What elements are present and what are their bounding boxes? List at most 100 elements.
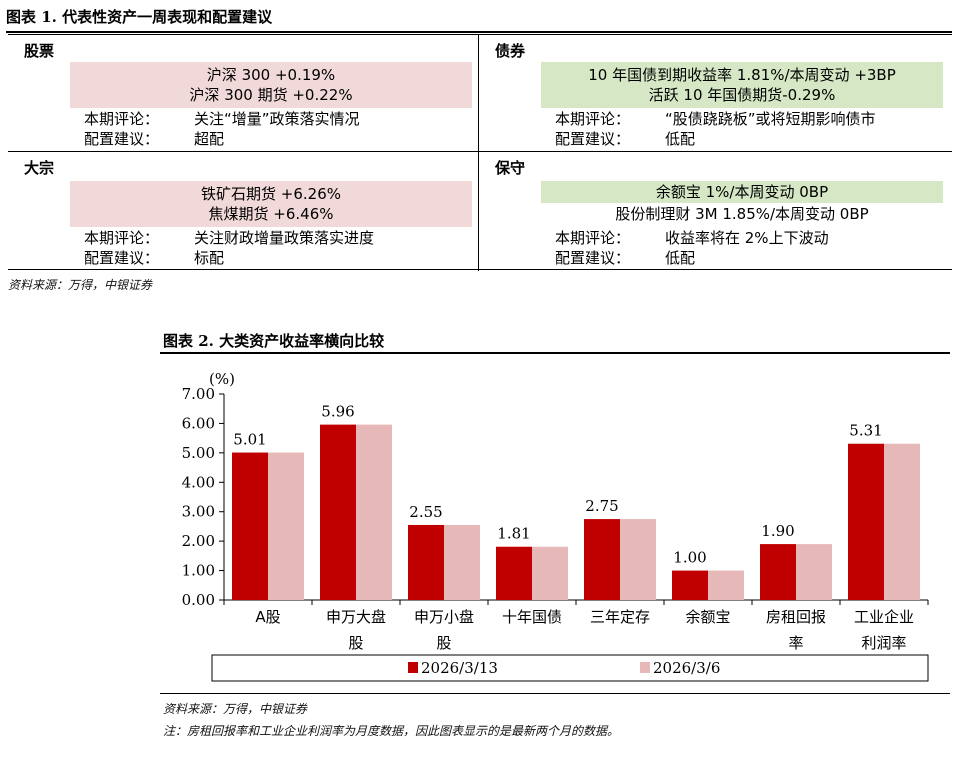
bond-advice-label: 配置建议： — [555, 130, 631, 148]
bar-previous — [620, 519, 656, 600]
legend-label: 2026/3/13 — [421, 659, 498, 677]
allocation-grid: 股票 沪深 300 +0.19% 沪深 300 期货 +0.22% 本期评论： 关… — [8, 34, 952, 271]
figure1-title: 图表 1. 代表性资产一周表现和配置建议 — [6, 8, 273, 26]
conservative-advice-row: 配置建议： 低配 — [555, 248, 695, 268]
category-label: 三年定存 — [590, 608, 650, 626]
conservative-heading: 保守 — [495, 159, 526, 177]
conservative-performance-box: 余额宝 1%/本周变动 0BP 股份制理财 3M 1.85%/本周变动 0BP — [541, 181, 943, 227]
category-label: 工业企业 — [854, 608, 914, 626]
data-label: 1.90 — [761, 522, 794, 540]
stock-advice: 超配 — [194, 130, 225, 148]
stock-heading: 股票 — [24, 42, 55, 60]
commodity-comment-row: 本期评论： 关注财政增量政策落实进度 — [84, 228, 374, 248]
bar-latest — [232, 452, 268, 600]
category-label: 房租回报 — [766, 608, 826, 626]
bar-latest — [408, 524, 444, 600]
bar-previous — [532, 546, 568, 600]
bond-advice: 低配 — [665, 130, 696, 148]
bar-previous — [796, 544, 832, 600]
bar-latest — [848, 443, 884, 600]
y-tick-label: 7.00 — [182, 385, 215, 403]
category-label: 率 — [788, 634, 803, 652]
y-tick-label: 0.00 — [182, 591, 215, 609]
stock-comment-row: 本期评论： 关注“增量”政策落实情况 — [84, 109, 360, 129]
figure2-title: 图表 2. 大类资产收益率横向比较 — [163, 332, 385, 350]
stock-comment-label: 本期评论： — [84, 110, 160, 128]
bond-comment-row: 本期评论： “股债跷跷板”或将短期影响债市 — [555, 109, 876, 129]
stock-performance-box: 沪深 300 +0.19% 沪深 300 期货 +0.22% — [70, 62, 472, 108]
data-label: 5.01 — [233, 431, 266, 449]
stock-line-1: 沪深 300 +0.19% — [206, 66, 336, 84]
data-label: 5.31 — [849, 422, 882, 440]
bar-previous — [444, 524, 480, 600]
stock-line-2: 沪深 300 期货 +0.22% — [189, 86, 353, 104]
conservative-comment-label: 本期评论： — [555, 229, 631, 247]
y-tick-label: 1.00 — [182, 562, 215, 580]
conservative-comment: 收益率将在 2%上下波动 — [665, 229, 829, 247]
category-label: A股 — [255, 608, 280, 626]
stock-comment: 关注“增量”政策落实情况 — [194, 110, 360, 128]
stock-cell: 股票 沪深 300 +0.19% 沪深 300 期货 +0.22% 本期评论： 关… — [8, 35, 479, 152]
data-label: 2.55 — [409, 503, 442, 521]
figure2-title-rule — [160, 352, 950, 354]
data-label: 1.00 — [673, 549, 706, 567]
commodity-line-2: 焦煤期货 +6.46% — [208, 205, 334, 223]
conservative-cell: 保守 余额宝 1%/本周变动 0BP 股份制理财 3M 1.85%/本周变动 0… — [479, 152, 952, 271]
bar-previous — [356, 424, 392, 600]
data-label: 5.96 — [321, 403, 354, 421]
commodity-performance-box: 铁矿石期货 +6.26% 焦煤期货 +6.46% — [70, 181, 472, 227]
data-label: 2.75 — [585, 497, 618, 515]
bond-heading: 债券 — [495, 42, 526, 60]
category-label: 利润率 — [861, 634, 906, 652]
y-tick-label: 3.00 — [182, 503, 215, 521]
legend-swatch — [408, 662, 418, 673]
bar-previous — [884, 443, 920, 600]
commodity-comment: 关注财政增量政策落实进度 — [194, 229, 375, 247]
legend-box — [211, 654, 929, 682]
y-axis-unit-label: (%) — [209, 370, 235, 388]
figure1-title-rule — [6, 31, 952, 33]
commodity-cell: 大宗 铁矿石期货 +6.26% 焦煤期货 +6.46% 本期评论： 关注财政增量政… — [8, 152, 479, 271]
y-tick-label: 6.00 — [182, 414, 215, 432]
data-label: 1.81 — [497, 525, 530, 543]
y-tick-label: 4.00 — [182, 473, 215, 491]
conservative-line-2: 股份制理财 3M 1.85%/本周变动 0BP — [615, 205, 869, 223]
bond-line-2: 活跃 10 年国债期货-0.29% — [648, 86, 836, 104]
bond-comment: “股债跷跷板”或将短期影响债市 — [665, 110, 876, 128]
bar-latest — [672, 570, 708, 600]
bond-line-1: 10 年国债到期收益率 1.81%/本周变动 +3BP — [588, 66, 896, 84]
bar-latest — [760, 544, 796, 600]
returns-bar-chart: (%) 0.00 1.00 2.00 3.00 4.00 5.00 6.00 7.00 5.01 A… — [160, 356, 950, 694]
figure2-note: 注：房租回报率和工业企业利润率为月度数据，因此图表显示的是最新两个月的数据。 — [163, 724, 620, 738]
commodity-heading: 大宗 — [24, 159, 55, 177]
commodity-comment-label: 本期评论： — [84, 229, 160, 247]
bond-performance-box: 10 年国债到期收益率 1.81%/本周变动 +3BP 活跃 10 年国债期货-… — [541, 62, 943, 108]
figure1-source: 资料来源：万得，中银证券 — [8, 278, 153, 292]
legend-label: 2026/3/6 — [653, 659, 720, 677]
commodity-advice: 标配 — [194, 249, 225, 267]
commodity-line-1: 铁矿石期货 +6.26% — [201, 185, 341, 203]
bond-advice-row: 配置建议： 低配 — [555, 129, 695, 149]
bond-comment-label: 本期评论： — [555, 110, 631, 128]
category-label: 十年国债 — [502, 608, 562, 626]
category-label: 股 — [436, 634, 451, 652]
stock-advice-label: 配置建议： — [84, 130, 160, 148]
y-tick-label: 5.00 — [182, 444, 215, 462]
category-label: 申万大盘 — [326, 608, 386, 626]
figure2-source: 资料来源：万得，中银证券 — [163, 702, 308, 716]
conservative-comment-row: 本期评论： 收益率将在 2%上下波动 — [555, 228, 829, 248]
category-label: 股 — [348, 634, 363, 652]
conservative-line-1: 余额宝 1%/本周变动 0BP — [541, 181, 943, 203]
bar-previous — [708, 570, 744, 600]
bond-cell: 债券 10 年国债到期收益率 1.81%/本周变动 +3BP 活跃 10 年国债… — [479, 35, 952, 152]
y-tick-label: 2.00 — [182, 532, 215, 550]
category-label: 余额宝 — [685, 608, 730, 626]
bar-latest — [584, 519, 620, 600]
bar-previous — [268, 452, 304, 600]
commodity-advice-row: 配置建议： 标配 — [84, 248, 224, 268]
chart-svg: (%) 0.00 1.00 2.00 3.00 4.00 5.00 6.00 7.00 5.01 A… — [182, 370, 929, 682]
legend-swatch — [640, 662, 650, 673]
stock-advice-row: 配置建议： 超配 — [84, 129, 224, 149]
commodity-advice-label: 配置建议： — [84, 249, 160, 267]
bar-latest — [496, 546, 532, 600]
